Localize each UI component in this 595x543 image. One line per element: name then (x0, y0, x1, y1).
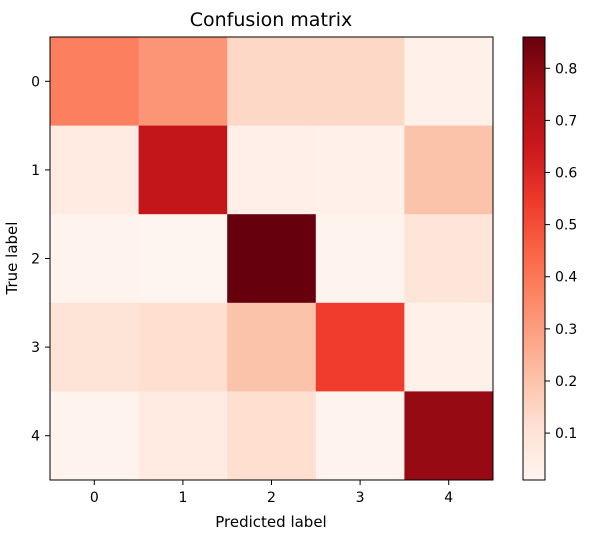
heatmap-cell-1-1 (138, 125, 228, 215)
colorbar-tick-label: 0.5 (555, 218, 577, 234)
heatmap-cells (50, 37, 494, 481)
x-axis-label: Predicted label (215, 513, 326, 531)
colorbar-tick-label: 0.7 (555, 113, 577, 129)
x-tick-label: 4 (444, 490, 453, 506)
y-tick-label: 3 (31, 340, 40, 356)
x-tick-label: 3 (356, 490, 365, 506)
heatmap-cell-1-3 (315, 125, 405, 215)
heatmap-cell-0-3 (315, 37, 405, 127)
colorbar-tick-label: 0.2 (555, 374, 577, 390)
heatmap-cell-4-1 (138, 391, 228, 481)
y-tick-label: 1 (31, 163, 40, 179)
y-tick-label: 2 (31, 252, 40, 268)
colorbar-tick-label: 0.4 (555, 270, 577, 286)
x-tick-label: 2 (267, 490, 276, 506)
heatmap-cell-3-3 (315, 302, 405, 392)
heatmap-cell-4-0 (50, 391, 140, 481)
heatmap-cell-1-2 (227, 125, 317, 215)
x-tick-label: 0 (90, 490, 99, 506)
heatmap-cell-2-3 (315, 214, 405, 304)
heatmap-cell-2-2 (227, 214, 317, 304)
heatmap-cell-2-4 (404, 214, 494, 304)
y-tick-label: 4 (31, 429, 40, 445)
heatmap-cell-4-4 (404, 391, 494, 481)
y-tick-label: 0 (31, 74, 40, 90)
colorbar-tick-label: 0.8 (555, 61, 577, 77)
heatmap-cell-4-2 (227, 391, 317, 481)
heatmap-cell-0-1 (138, 37, 228, 127)
x-tick-label: 1 (178, 490, 187, 506)
heatmap-cell-1-0 (50, 125, 140, 215)
heatmap-cell-3-2 (227, 302, 317, 392)
heatmap-cell-0-0 (50, 37, 140, 127)
heatmap-cell-3-4 (404, 302, 494, 392)
heatmap-cell-3-1 (138, 302, 228, 392)
heatmap-cell-3-0 (50, 302, 140, 392)
y-axis-label: True label (3, 222, 21, 296)
heatmap-cell-2-1 (138, 214, 228, 304)
heatmap-cell-4-3 (315, 391, 405, 481)
chart-title: Confusion matrix (190, 9, 352, 31)
colorbar (522, 36, 546, 481)
heatmap-cell-2-0 (50, 214, 140, 304)
colorbar-tick-label: 0.3 (555, 322, 577, 338)
heatmap-cell-0-2 (227, 37, 317, 127)
colorbar-ticks: 0.1 0.2 0.3 0.4 0.5 0.6 0.7 0.8 (545, 61, 577, 442)
y-axis-ticks: 0 1 2 3 4 (31, 74, 50, 445)
colorbar-tick-label: 0.6 (555, 166, 577, 182)
heatmap-cell-1-4 (404, 125, 494, 215)
heatmap-cell-0-4 (404, 37, 494, 127)
colorbar-tick-label: 0.1 (555, 426, 577, 442)
x-axis-ticks: 0 1 2 3 4 (90, 480, 453, 506)
